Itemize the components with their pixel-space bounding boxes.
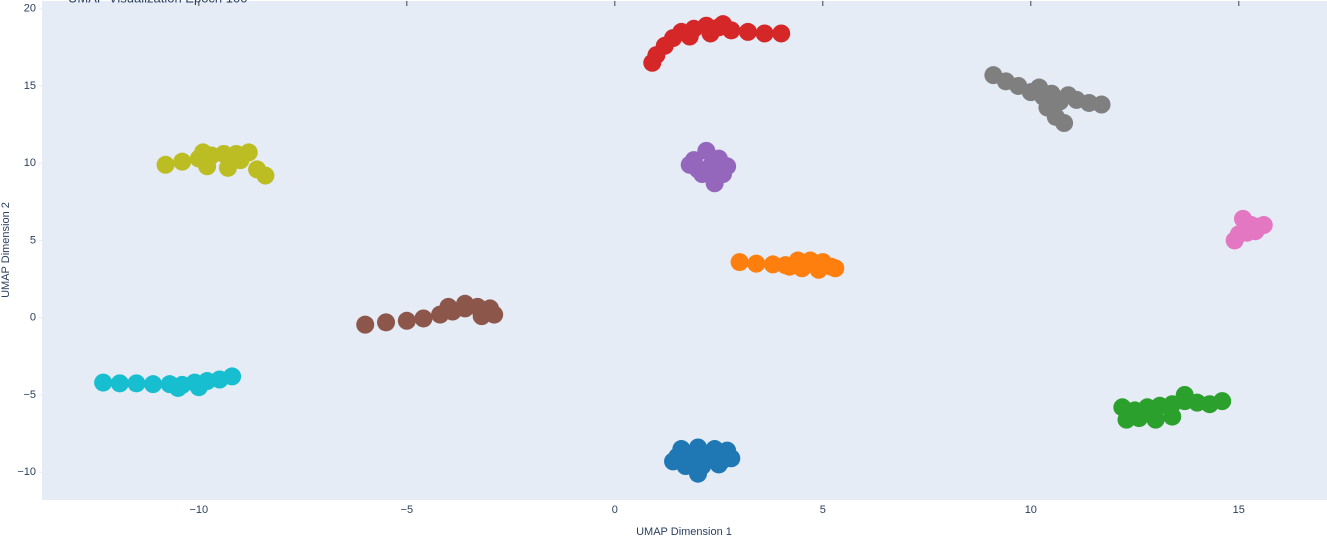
point	[780, 257, 799, 276]
point	[156, 155, 175, 174]
point	[809, 260, 828, 279]
point	[94, 373, 113, 392]
x-tick-label: 10	[1025, 504, 1037, 516]
point	[214, 144, 233, 163]
point	[1092, 95, 1111, 114]
point	[189, 378, 208, 397]
point	[356, 315, 375, 334]
point	[231, 151, 250, 170]
point	[680, 27, 699, 46]
point	[397, 311, 416, 330]
point	[198, 157, 217, 176]
y-tick-label: 15	[24, 80, 36, 92]
point	[110, 374, 129, 393]
point	[664, 452, 683, 471]
point	[439, 297, 458, 316]
point	[1163, 407, 1182, 426]
point	[472, 307, 491, 326]
x-tick-label: 15	[1233, 504, 1245, 516]
point	[223, 367, 242, 386]
x-tick-label: 5	[820, 504, 826, 516]
x-tick-label: −5	[401, 504, 414, 516]
point	[713, 15, 732, 34]
point	[826, 259, 845, 278]
y-axis-label: UMAP Dimension 2	[0, 202, 12, 298]
y-tick-label: −10	[17, 466, 36, 478]
point	[689, 464, 708, 483]
point	[144, 375, 163, 394]
point	[755, 24, 774, 43]
point	[1146, 410, 1165, 429]
point	[456, 294, 475, 313]
point	[1055, 114, 1074, 133]
plot-area	[42, 1, 1327, 500]
point	[173, 152, 192, 171]
point	[1213, 392, 1232, 411]
point	[689, 160, 708, 179]
point	[1225, 231, 1244, 250]
x-tick-label: 0	[612, 504, 618, 516]
point	[738, 22, 757, 41]
point	[701, 24, 720, 43]
y-tick-label: 0	[30, 312, 36, 324]
x-tick-label: −10	[189, 504, 208, 516]
point	[722, 449, 741, 468]
point	[377, 313, 396, 332]
point	[1254, 216, 1273, 235]
y-tick-label: 5	[30, 234, 36, 246]
y-tick-label: 10	[24, 157, 36, 169]
point	[414, 309, 433, 328]
point	[713, 165, 732, 184]
point	[747, 254, 766, 273]
point	[193, 143, 212, 162]
point	[256, 166, 275, 185]
point	[169, 378, 188, 397]
point	[772, 24, 791, 43]
point	[1117, 410, 1136, 429]
chart-title: UMAP Visualization Epoch 100	[68, 0, 247, 5]
y-tick-label: −5	[23, 389, 36, 401]
y-tick-label: 20	[24, 3, 36, 15]
point	[730, 253, 749, 272]
x-axis-label: UMAP Dimension 1	[636, 526, 732, 538]
point	[1175, 385, 1194, 404]
point	[127, 374, 146, 393]
point	[1030, 78, 1049, 97]
